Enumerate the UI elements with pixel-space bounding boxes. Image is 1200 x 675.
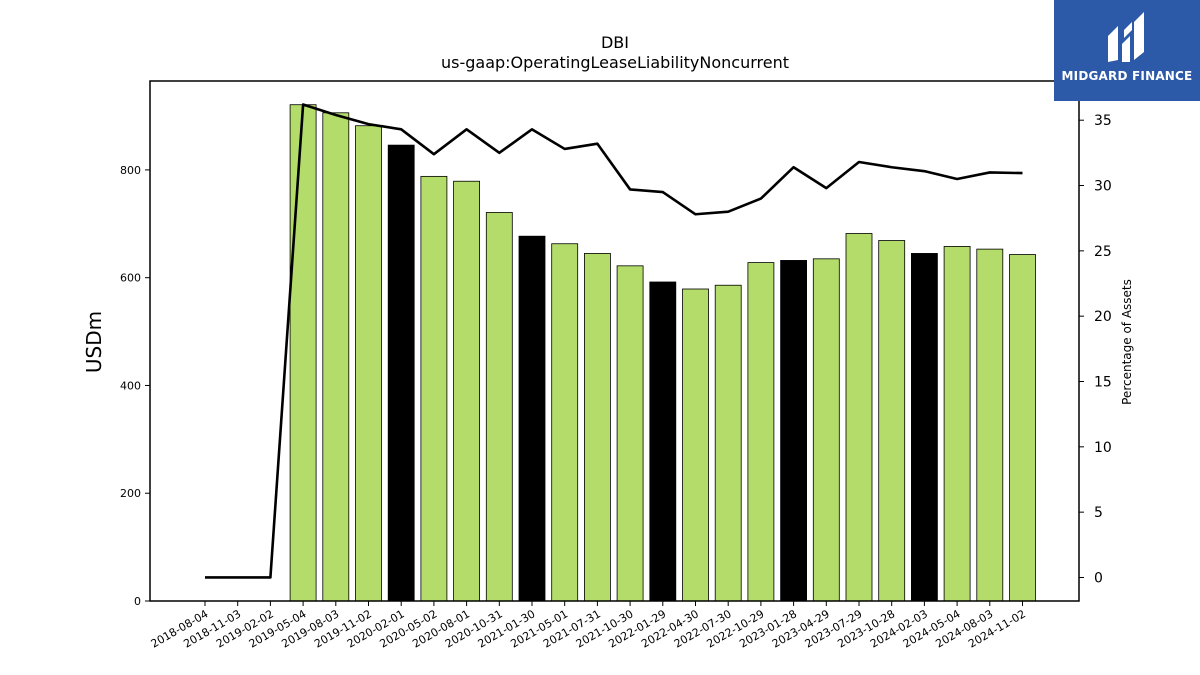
- bar-2021-01-30: [518, 235, 546, 602]
- y-tick-label: 0: [134, 595, 141, 608]
- line-series: [205, 103, 1023, 579]
- y-tick-label: 200: [120, 487, 141, 500]
- bar-2024-11-02: [1009, 254, 1036, 602]
- bar-2020-08-01: [453, 180, 481, 602]
- y-tick-label: 600: [120, 272, 141, 285]
- bar-2020-02-01: [387, 144, 415, 602]
- bar-2023-07-29: [845, 233, 873, 602]
- bar-2022-07-30: [714, 284, 742, 602]
- y2-tick-label: 25: [1094, 244, 1112, 260]
- plot-frame: [149, 80, 1080, 602]
- bar-2021-10-30: [616, 265, 644, 602]
- chart-subtitle: us-gaap:OperatingLeaseLiabilityNoncurren…: [441, 53, 789, 72]
- y2-axis-label: Percentage of Assets: [1120, 279, 1134, 405]
- brand-name: MIDGARD FINANCE: [1061, 69, 1193, 83]
- bar-2020-05-02: [420, 175, 448, 602]
- bar-2024-05-04: [943, 246, 971, 602]
- pct-of-assets-line: [205, 103, 1023, 579]
- bar-2022-04-30: [682, 288, 709, 602]
- y-axis-label: USDm: [82, 311, 106, 373]
- bar-2021-07-31: [584, 253, 611, 602]
- y2-tick-label: 5: [1094, 505, 1103, 521]
- bar-2019-08-03: [322, 112, 350, 602]
- bar-group: [289, 104, 1036, 602]
- bar-2023-10-28: [878, 240, 906, 602]
- bar-2023-04-29: [812, 258, 840, 602]
- y2-tick-label: 20: [1094, 309, 1112, 325]
- y-tick-label: 800: [120, 164, 141, 177]
- bar-2022-01-29: [649, 281, 677, 602]
- y-tick-label: 400: [120, 379, 141, 392]
- y2-tick-label: 15: [1094, 375, 1112, 391]
- bar-2023-01-28: [780, 260, 807, 602]
- y2-tick-label: 10: [1094, 440, 1112, 456]
- bar-2021-05-01: [551, 243, 579, 602]
- y2-tick-label: 30: [1094, 179, 1112, 195]
- y2-tick-label: 35: [1094, 113, 1112, 129]
- brand-logo: MIDGARD FINANCE: [1054, 0, 1200, 101]
- bar-2022-10-29: [747, 262, 775, 602]
- bar-2024-02-03: [911, 253, 938, 602]
- chart-title: DBI: [601, 33, 629, 52]
- logo-mark-icon: [1108, 12, 1144, 62]
- bar-2024-08-03: [976, 248, 1004, 602]
- bar-2020-10-31: [485, 212, 513, 602]
- bar-2019-11-02: [355, 125, 382, 602]
- y2-tick-label: 0: [1094, 570, 1103, 586]
- bar-2019-05-04: [289, 104, 317, 602]
